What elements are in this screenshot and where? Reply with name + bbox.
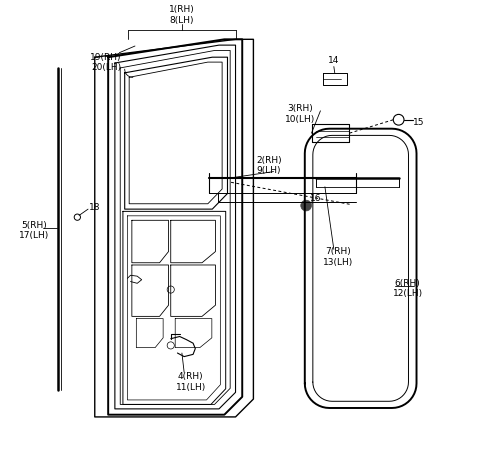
Text: 7(RH)
13(LH): 7(RH) 13(LH) [323, 247, 353, 266]
Text: 16: 16 [310, 194, 322, 203]
Text: 14: 14 [328, 56, 339, 65]
Text: 5(RH)
17(LH): 5(RH) 17(LH) [19, 220, 49, 239]
Text: 6(RH)
12(LH): 6(RH) 12(LH) [393, 278, 423, 298]
Text: 15: 15 [413, 118, 424, 127]
Circle shape [301, 201, 312, 212]
Text: 4(RH)
11(LH): 4(RH) 11(LH) [176, 372, 206, 391]
Text: 3(RH)
10(LH): 3(RH) 10(LH) [285, 104, 315, 123]
Text: 2(RH)
9(LH): 2(RH) 9(LH) [256, 156, 282, 175]
Text: 18: 18 [89, 203, 100, 212]
Text: 1(RH)
8(LH): 1(RH) 8(LH) [169, 5, 195, 25]
Text: 19(RH)
20(LH): 19(RH) 20(LH) [90, 53, 122, 72]
